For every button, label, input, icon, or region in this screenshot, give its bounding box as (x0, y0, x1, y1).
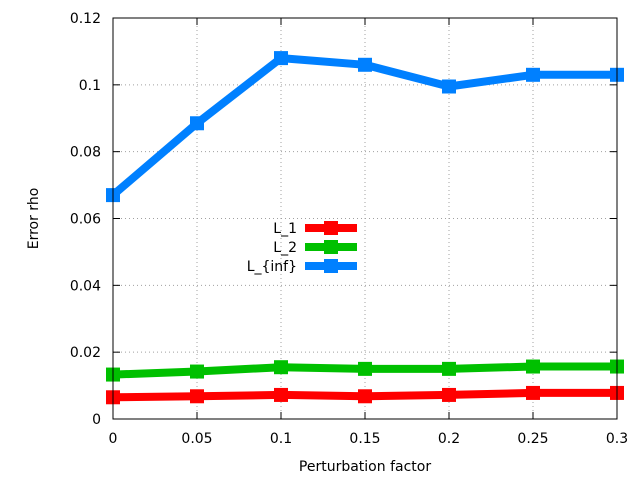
data-point-l-inf (526, 67, 540, 82)
y-tick-label: 0.06 (70, 212, 101, 228)
grid-lines (113, 18, 617, 419)
data-point-l-inf (274, 51, 288, 66)
data-point-l-inf (190, 116, 204, 131)
series-layer (106, 51, 624, 405)
data-point-l-1 (526, 385, 540, 400)
x-tick-label: 0.2 (438, 431, 460, 447)
x-tick-label: 0.1 (270, 431, 292, 447)
y-tick-label: 0.1 (79, 78, 101, 94)
data-point-l-2 (358, 361, 372, 376)
x-tick-label: 0.25 (517, 431, 548, 447)
y-tick-label: 0 (92, 412, 101, 428)
data-point-l-1 (358, 389, 372, 404)
x-axis-label: Perturbation factor (299, 459, 431, 475)
y-tick-label: 0.12 (70, 11, 101, 27)
x-axis-ticks: 0 0.05 0.1 0.15 0.2 0.25 0.3 (109, 18, 628, 447)
x-tick-label: 0.3 (606, 431, 628, 447)
legend-marker-l-inf (324, 259, 338, 273)
data-point-l-1 (274, 387, 288, 402)
data-point-l-inf (442, 79, 456, 94)
data-point-l-1 (190, 389, 204, 404)
legend-label-l-1: L_1 (273, 221, 297, 237)
x-tick-label: 0 (109, 431, 118, 447)
legend-marker-l-1 (324, 221, 338, 235)
y-axis-label: Error rho (26, 188, 42, 250)
data-point-l-1 (442, 387, 456, 402)
legend: L_1 L_2 L_{inf} (247, 221, 357, 275)
data-point-l-2 (190, 364, 204, 379)
y-tick-label: 0.04 (70, 278, 101, 294)
plot-frame (112, 17, 618, 420)
y-tick-label: 0.02 (70, 345, 101, 361)
data-point-l-2 (442, 361, 456, 376)
legend-label-l-inf: L_{inf} (247, 259, 297, 275)
legend-label-l-2: L_2 (273, 240, 297, 256)
data-point-l-inf (358, 57, 372, 72)
y-axis-ticks: 0 0.02 0.04 0.06 0.08 0.1 0.12 (70, 11, 617, 428)
y-tick-label: 0.08 (70, 145, 101, 161)
data-point-l-2 (274, 360, 288, 375)
x-tick-label: 0.05 (181, 431, 212, 447)
legend-marker-l-2 (324, 240, 338, 254)
x-tick-label: 0.15 (349, 431, 380, 447)
data-point-l-2 (526, 359, 540, 374)
